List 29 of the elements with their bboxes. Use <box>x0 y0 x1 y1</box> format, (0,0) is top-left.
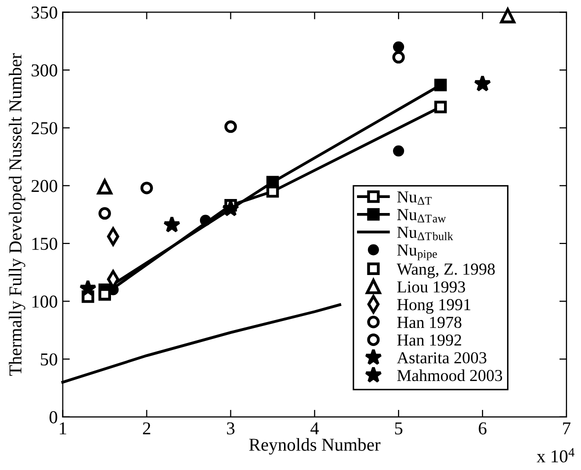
y-tick-label: 250 <box>32 122 58 134</box>
legend-label: Nu$_{ΔTbulk}$ <box>397 226 454 240</box>
y-axis-title: Thermally Fully Developed Nusselt Number <box>8 53 26 376</box>
x-tick-label: 5 <box>395 422 402 434</box>
legend-label: Liou 1993 <box>397 281 466 293</box>
x-tick-label: 6 <box>478 422 486 434</box>
x-axis-title: Reynolds Number <box>249 438 380 455</box>
legend-label: Hong 1991 <box>397 299 470 314</box>
x-tick-label: 1 <box>60 422 66 434</box>
legend-label: Mahmood 2003 <box>397 369 502 382</box>
x-tick-label: 2 <box>142 422 150 434</box>
legend-label: Nu$_{ΔT}$ <box>397 191 432 205</box>
y-tick-label: 0 <box>50 411 58 424</box>
legend-label: Nu$_{ΔTaw}$ <box>397 209 446 222</box>
y-tick-label: 300 <box>32 64 58 76</box>
legend-label: Wang, Z. 1998 <box>396 264 495 278</box>
y-tick-label: 200 <box>32 180 58 192</box>
y-tick-label: 50 <box>40 353 58 366</box>
legend-label: Han 1992 <box>397 334 462 346</box>
x-tick-label: 3 <box>227 422 234 434</box>
legend-label: Nu$_{pipe}$ <box>397 244 437 260</box>
x-tick-label: 7 <box>563 422 570 434</box>
y-tick-label: 350 <box>32 6 58 19</box>
y-tick-label: 100 <box>32 296 58 308</box>
y-tick-label: 150 <box>32 238 58 250</box>
x-tick-label: 4 <box>310 422 319 434</box>
legend-label: Han 1978 <box>397 316 462 328</box>
legend-label: Astarita 2003 <box>396 352 486 364</box>
text: x 10$^{4}$ <box>536 448 574 462</box>
